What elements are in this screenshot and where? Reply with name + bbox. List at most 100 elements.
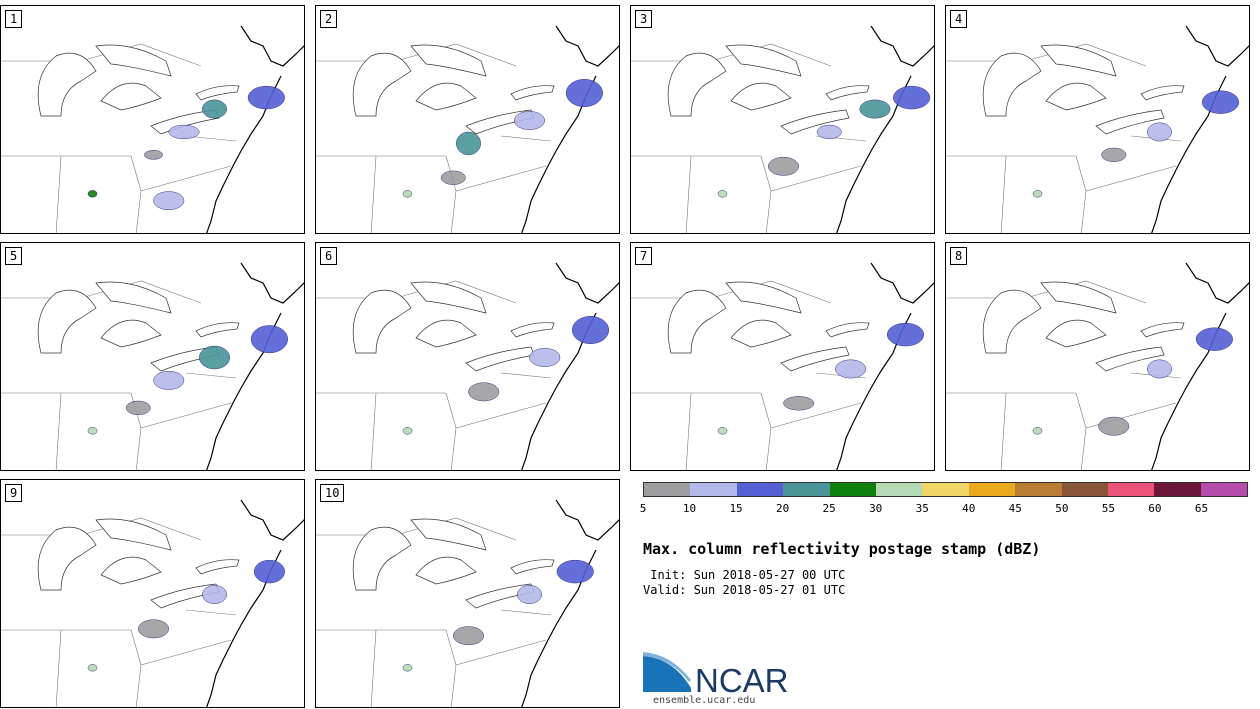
reflectivity-cell	[468, 382, 500, 402]
valid-time: Valid: Sun 2018-05-27 01 UTC	[643, 583, 846, 597]
colorbar-tick-label: 40	[962, 502, 976, 515]
reflectivity-cell	[768, 156, 799, 176]
colorbar-segment	[783, 483, 830, 496]
map-canvas	[1, 262, 304, 470]
map-panel-10: 10	[315, 479, 620, 708]
basemap	[316, 262, 619, 470]
colorbar-tick-label: 45	[1008, 502, 1022, 515]
colorbar-tick-label: 25	[822, 502, 836, 515]
reflectivity-cell	[1147, 359, 1172, 379]
map-canvas	[316, 25, 619, 233]
map-canvas	[631, 25, 934, 233]
reflectivity-cell	[250, 325, 288, 354]
map-canvas	[631, 262, 934, 470]
reflectivity-cell	[456, 131, 481, 156]
reflectivity-cell	[402, 427, 413, 435]
basemap	[316, 25, 619, 233]
colorbar	[643, 482, 1248, 497]
reflectivity-cell	[87, 427, 98, 435]
reflectivity-cell	[517, 585, 542, 604]
reflectivity-cell	[153, 191, 185, 211]
reflectivity-cell	[253, 559, 285, 584]
colorbar-tick-label: 55	[1101, 502, 1115, 515]
reflectivity-cell	[783, 396, 815, 411]
plot-title: Max. column reflectivity postage stamp (…	[643, 540, 1041, 558]
reflectivity-cell	[893, 85, 931, 110]
reflectivity-cell	[1195, 327, 1233, 351]
colorbar-tick-label: 60	[1148, 502, 1162, 515]
reflectivity-cell	[565, 79, 603, 108]
reflectivity-cell	[199, 345, 230, 370]
map-panel-4: 4	[945, 5, 1250, 234]
map-panel-5: 5	[0, 242, 305, 471]
reflectivity-cell	[153, 370, 185, 390]
map-canvas	[946, 25, 1249, 233]
panel-label: 9	[5, 484, 23, 502]
panel-label: 3	[635, 10, 653, 28]
map-panel-8: 8	[945, 242, 1250, 471]
reflectivity-cell	[1101, 147, 1127, 162]
reflectivity-cell	[138, 619, 169, 639]
panel-label: 6	[320, 247, 338, 265]
reflectivity-cell	[1098, 416, 1130, 436]
reflectivity-cell	[556, 559, 594, 584]
colorbar-segment	[690, 483, 737, 496]
colorbar-tick-label: 10	[682, 502, 697, 515]
init-time: Init: Sun 2018-05-27 00 UTC	[643, 568, 846, 582]
map-panel-1: 1	[0, 5, 305, 234]
reflectivity-cell	[816, 124, 842, 140]
colorbar-tick-label: 30	[869, 502, 883, 515]
map-canvas	[1, 25, 304, 233]
reflectivity-cell	[440, 170, 466, 185]
colorbar-ticks: 5 10 15 20 25 30 35 40 45 50 55 60 65	[639, 502, 1248, 516]
colorbar-tick-label: 15	[729, 502, 743, 515]
reflectivity-cell	[859, 99, 891, 119]
reflectivity-cell	[402, 664, 413, 672]
reflectivity-cell	[87, 190, 98, 198]
reflectivity-cell	[1032, 427, 1043, 435]
panel-label: 4	[950, 10, 968, 28]
map-panel-9: 9	[0, 479, 305, 708]
colorbar-segment	[1061, 483, 1108, 496]
panel-label: 5	[5, 247, 23, 265]
colorbar-tick-label: 5	[639, 502, 647, 515]
reflectivity-cell	[1201, 90, 1240, 114]
panel-label: 1	[5, 10, 23, 28]
basemap	[631, 262, 934, 470]
ncar-logo: NCAR	[643, 652, 789, 696]
basemap	[946, 262, 1249, 470]
reflectivity-cell	[1147, 122, 1172, 142]
colorbar-tick-label: 20	[775, 502, 790, 515]
map-panel-3: 3	[630, 5, 935, 234]
reflectivity-cell	[514, 111, 545, 130]
reflectivity-cell	[1032, 190, 1043, 198]
basemap	[1, 262, 304, 470]
reflectivity-cell	[835, 359, 867, 379]
colorbar-segment	[1154, 483, 1201, 496]
basemap	[946, 25, 1249, 233]
panel-label: 10	[320, 484, 345, 502]
map-canvas	[316, 499, 619, 707]
reflectivity-cell	[886, 322, 925, 347]
panel-label: 2	[320, 10, 338, 28]
basemap	[316, 499, 619, 707]
panel-label: 7	[635, 247, 653, 265]
reflectivity-cell	[87, 664, 98, 672]
basemap	[1, 499, 304, 707]
reflectivity-cell	[717, 190, 728, 198]
colorbar-segment	[875, 483, 923, 496]
colorbar-segment	[968, 483, 1016, 496]
basemap	[631, 25, 934, 233]
colorbar-segment	[644, 483, 691, 496]
colorbar-segment	[736, 483, 784, 496]
reflectivity-cell	[529, 348, 561, 367]
map-panel-6: 6	[315, 242, 620, 471]
colorbar-segment	[1200, 483, 1248, 496]
reflectivity-cell	[453, 626, 484, 646]
reflectivity-cell	[202, 585, 227, 604]
reflectivity-cell	[247, 85, 285, 110]
colorbar-tick-label: 50	[1055, 502, 1069, 515]
colorbar-segment	[1015, 483, 1062, 496]
reflectivity-cell	[202, 99, 227, 119]
reflectivity-cell	[571, 316, 610, 345]
